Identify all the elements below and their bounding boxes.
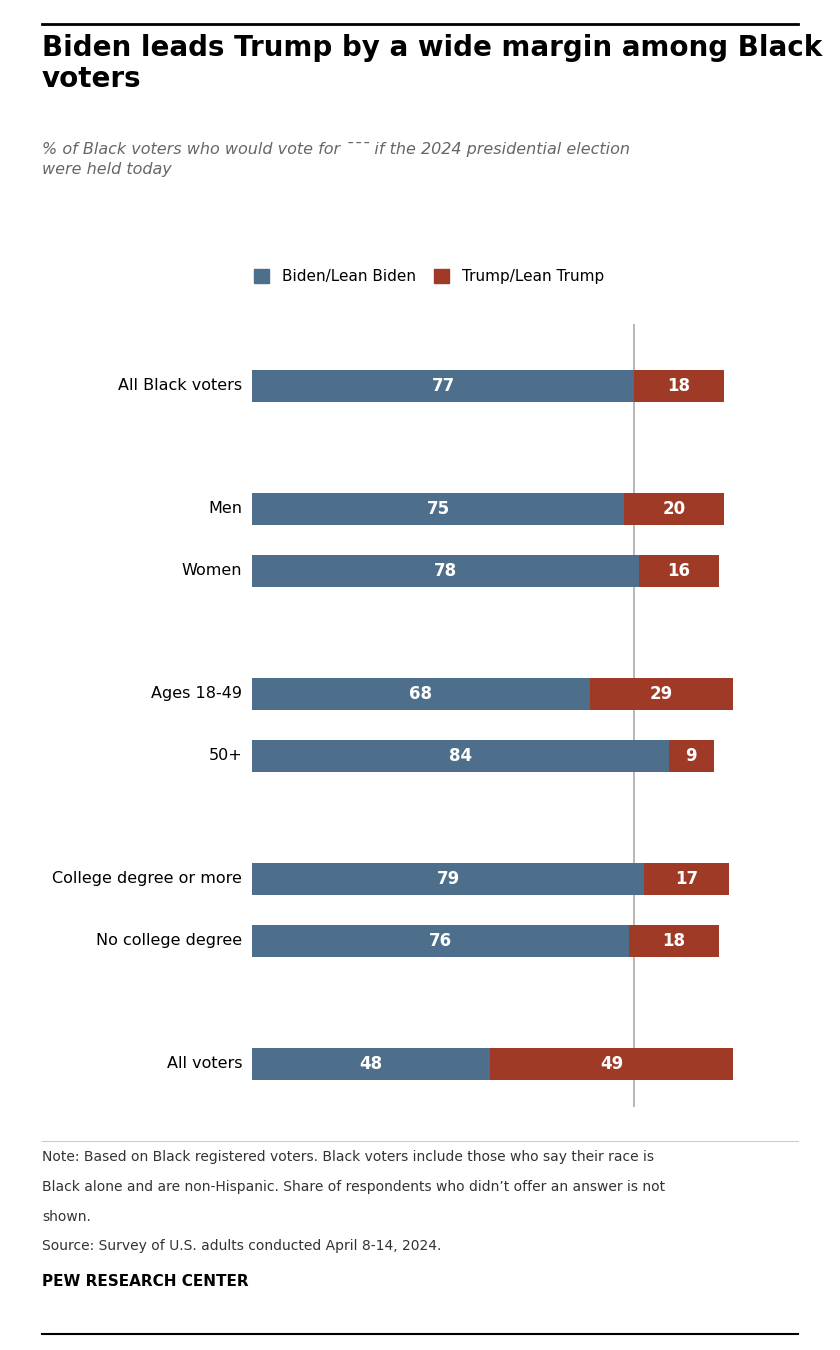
Text: PEW RESEARCH CENTER: PEW RESEARCH CENTER xyxy=(42,1274,249,1289)
Text: Ages 18-49: Ages 18-49 xyxy=(151,686,242,702)
Text: Biden leads Trump by a wide margin among Black
voters: Biden leads Trump by a wide margin among… xyxy=(42,34,822,93)
Bar xyxy=(629,925,718,957)
Bar xyxy=(491,1048,733,1080)
Bar xyxy=(624,493,723,525)
Text: 78: 78 xyxy=(434,562,457,579)
Text: shown.: shown. xyxy=(42,1210,91,1223)
Bar xyxy=(644,863,728,895)
Text: All voters: All voters xyxy=(166,1056,242,1072)
Text: 75: 75 xyxy=(427,500,449,518)
Text: 18: 18 xyxy=(667,377,690,394)
Legend: Biden/Lean Biden, Trump/Lean Trump: Biden/Lean Biden, Trump/Lean Trump xyxy=(255,269,604,284)
Text: 49: 49 xyxy=(601,1054,623,1073)
Bar xyxy=(252,370,634,402)
Text: 77: 77 xyxy=(432,377,454,394)
Bar xyxy=(252,863,644,895)
Text: 50+: 50+ xyxy=(208,748,242,763)
Bar xyxy=(252,555,639,587)
Bar xyxy=(639,555,718,587)
Text: College degree or more: College degree or more xyxy=(52,871,242,887)
Text: 9: 9 xyxy=(685,747,697,764)
Bar xyxy=(590,678,733,710)
Text: 16: 16 xyxy=(667,562,690,579)
Text: No college degree: No college degree xyxy=(96,933,242,948)
Bar xyxy=(252,493,624,525)
Text: 48: 48 xyxy=(360,1054,383,1073)
Bar xyxy=(252,1048,491,1080)
Text: 20: 20 xyxy=(663,500,685,518)
Bar xyxy=(252,740,669,772)
Text: 68: 68 xyxy=(409,684,433,703)
Text: 29: 29 xyxy=(650,684,673,703)
Text: 79: 79 xyxy=(437,869,459,888)
Text: Men: Men xyxy=(208,501,242,517)
Text: 17: 17 xyxy=(675,869,698,888)
Text: 18: 18 xyxy=(663,931,685,949)
Text: All Black voters: All Black voters xyxy=(118,378,242,393)
Bar xyxy=(252,925,629,957)
Text: Note: Based on Black registered voters. Black voters include those who say their: Note: Based on Black registered voters. … xyxy=(42,1150,654,1164)
Text: 84: 84 xyxy=(449,747,472,764)
Text: 76: 76 xyxy=(429,931,452,949)
Bar xyxy=(634,370,723,402)
Bar xyxy=(252,678,590,710)
Bar xyxy=(669,740,714,772)
Text: Women: Women xyxy=(181,563,242,578)
Text: % of Black voters who would vote for ¯¯¯ if the 2024 presidential election
were : % of Black voters who would vote for ¯¯¯… xyxy=(42,142,630,177)
Text: Black alone and are non-Hispanic. Share of respondents who didn’t offer an answe: Black alone and are non-Hispanic. Share … xyxy=(42,1180,665,1193)
Text: Source: Survey of U.S. adults conducted April 8-14, 2024.: Source: Survey of U.S. adults conducted … xyxy=(42,1239,441,1253)
